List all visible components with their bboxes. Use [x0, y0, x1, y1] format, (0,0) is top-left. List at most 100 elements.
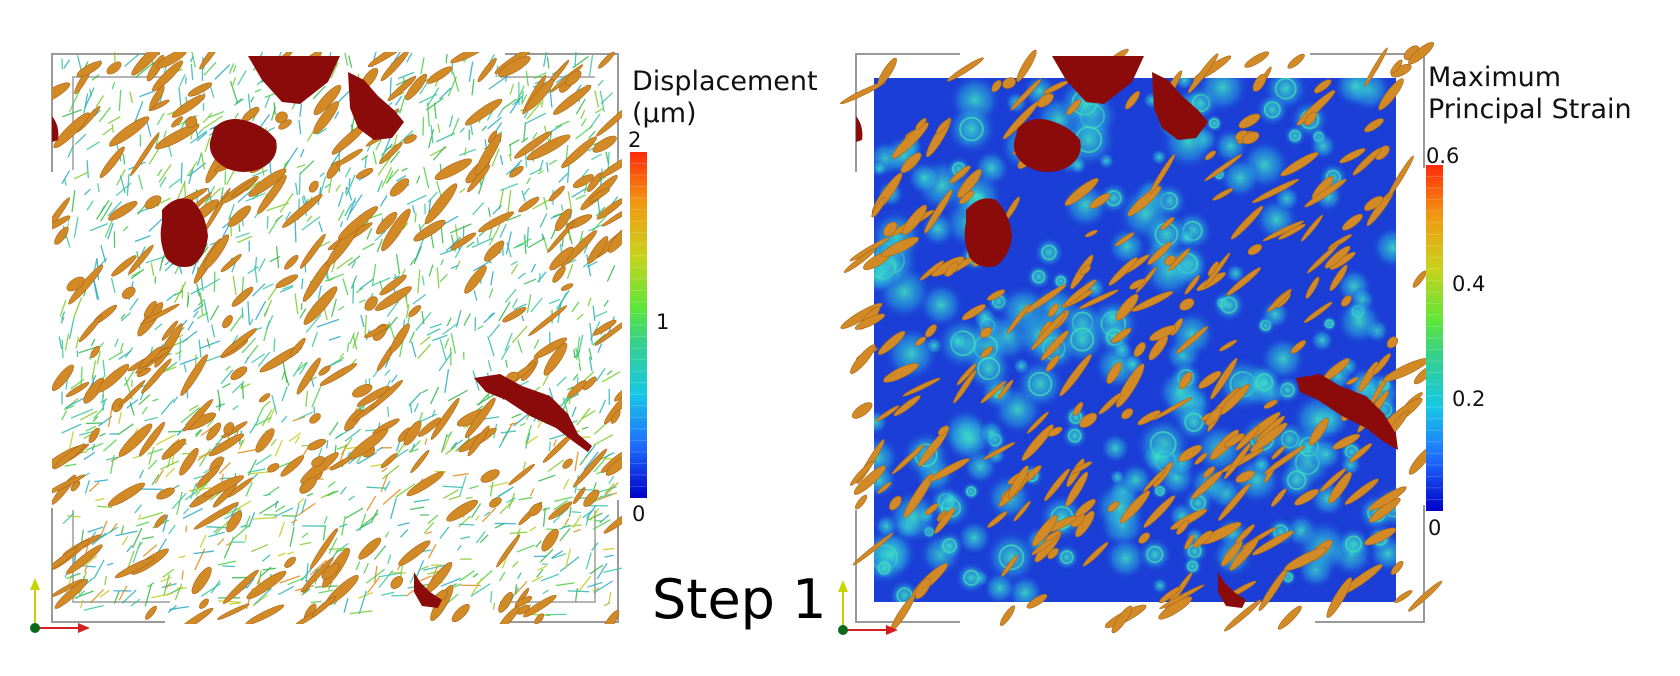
displacement-vector [487, 360, 492, 372]
fiber [1235, 425, 1260, 451]
displacement-vector [364, 156, 368, 169]
displacement-vector [305, 314, 322, 333]
displacement-vector [83, 604, 104, 611]
displacement-vector [451, 439, 464, 448]
displacement-vector [381, 467, 388, 473]
displacement-vector [525, 70, 529, 87]
displacement-vector [575, 336, 581, 360]
displacement-vector [203, 299, 210, 323]
displacement-vector [516, 544, 536, 553]
displacement-vector [232, 77, 237, 86]
displacement-vector [391, 374, 398, 383]
displacement-vector [357, 451, 377, 465]
fiber [196, 465, 221, 488]
displacement-vector [542, 52, 548, 67]
displacement-vector [195, 479, 211, 496]
displacement-vector [587, 581, 603, 588]
displacement-vector [355, 287, 364, 294]
displacement-vector [379, 194, 388, 207]
displacement-vector [320, 490, 336, 499]
fiber [1137, 410, 1161, 426]
fiber [1212, 188, 1234, 201]
displacement-vector [305, 390, 309, 407]
strain-hotspot [1246, 364, 1283, 401]
displacement-vector [597, 343, 603, 353]
displacement-vector [442, 322, 459, 335]
displacement-vector [415, 560, 425, 578]
displacement-vector [521, 137, 529, 143]
strain-hotspot [874, 258, 897, 294]
fiber [881, 236, 919, 257]
displacement-vector [604, 554, 614, 558]
displacement-vector [83, 565, 88, 573]
fiber [52, 215, 71, 232]
displacement-vector [250, 543, 269, 553]
displacement-vector [376, 446, 384, 452]
displacement-vector [386, 170, 394, 184]
displacement-vector [593, 453, 610, 473]
strain-ring [1344, 535, 1363, 553]
fiber [1127, 185, 1162, 217]
displacement-vector [603, 547, 615, 551]
displacement-vector [256, 406, 265, 420]
displacement-vector [469, 485, 479, 490]
displacement-vector [500, 430, 517, 434]
fiber [1187, 53, 1219, 94]
displacement-vector [414, 212, 417, 223]
fiber [199, 52, 222, 70]
displacement-vector-field [58, 52, 622, 617]
displacement-vector [568, 506, 572, 518]
fiber [309, 527, 338, 570]
fiber [156, 52, 187, 69]
displacement-vector [134, 101, 144, 122]
displacement-vector [542, 589, 550, 595]
displacement-vector [130, 268, 145, 280]
fiber [1064, 178, 1099, 206]
displacement-vector [472, 572, 479, 578]
fiber [502, 306, 527, 323]
displacement-vector [360, 314, 365, 328]
fiber [171, 116, 184, 128]
displacement-vector [409, 403, 413, 414]
displacement-vector [124, 347, 134, 359]
displacement-vector [178, 73, 186, 87]
fiber [230, 366, 248, 381]
fiber [915, 336, 927, 346]
fiber [108, 201, 138, 221]
displacement-vector [284, 211, 292, 221]
displacement-vector [147, 448, 164, 455]
fiber [156, 487, 175, 500]
fiber [1040, 330, 1069, 361]
displacement-vector [530, 263, 536, 273]
displacement-vector [371, 263, 377, 286]
fiber [1340, 295, 1352, 307]
fiber [284, 254, 299, 270]
displacement-vector [166, 293, 177, 302]
displacement-vector [151, 474, 160, 486]
displacement-vector [430, 125, 434, 144]
displacement-vector [301, 532, 309, 539]
displacement-vector [389, 77, 392, 97]
displacement-vector [73, 171, 89, 180]
displacement-title-line2: (μm) [632, 98, 697, 129]
displacement-vector [262, 283, 274, 290]
displacement-vector [228, 63, 235, 74]
displacement-vector [188, 167, 194, 185]
strain-ring [1146, 545, 1164, 564]
fiber [379, 274, 407, 296]
displacement-vector [238, 438, 246, 450]
displacement-vector [459, 570, 475, 582]
displacement-vector [402, 222, 409, 230]
displacement-vector [342, 278, 349, 296]
fiber [65, 381, 90, 398]
displacement-vector [497, 109, 503, 118]
displacement-vector [575, 194, 587, 200]
displacement-vector [137, 514, 142, 521]
displacement-vector [246, 180, 260, 192]
fiber [850, 344, 876, 374]
strain-ring [1263, 101, 1281, 119]
strain-ring [896, 587, 913, 602]
fiber [1168, 248, 1191, 272]
displacement-vector [324, 183, 331, 189]
displacement-vector [459, 127, 465, 133]
